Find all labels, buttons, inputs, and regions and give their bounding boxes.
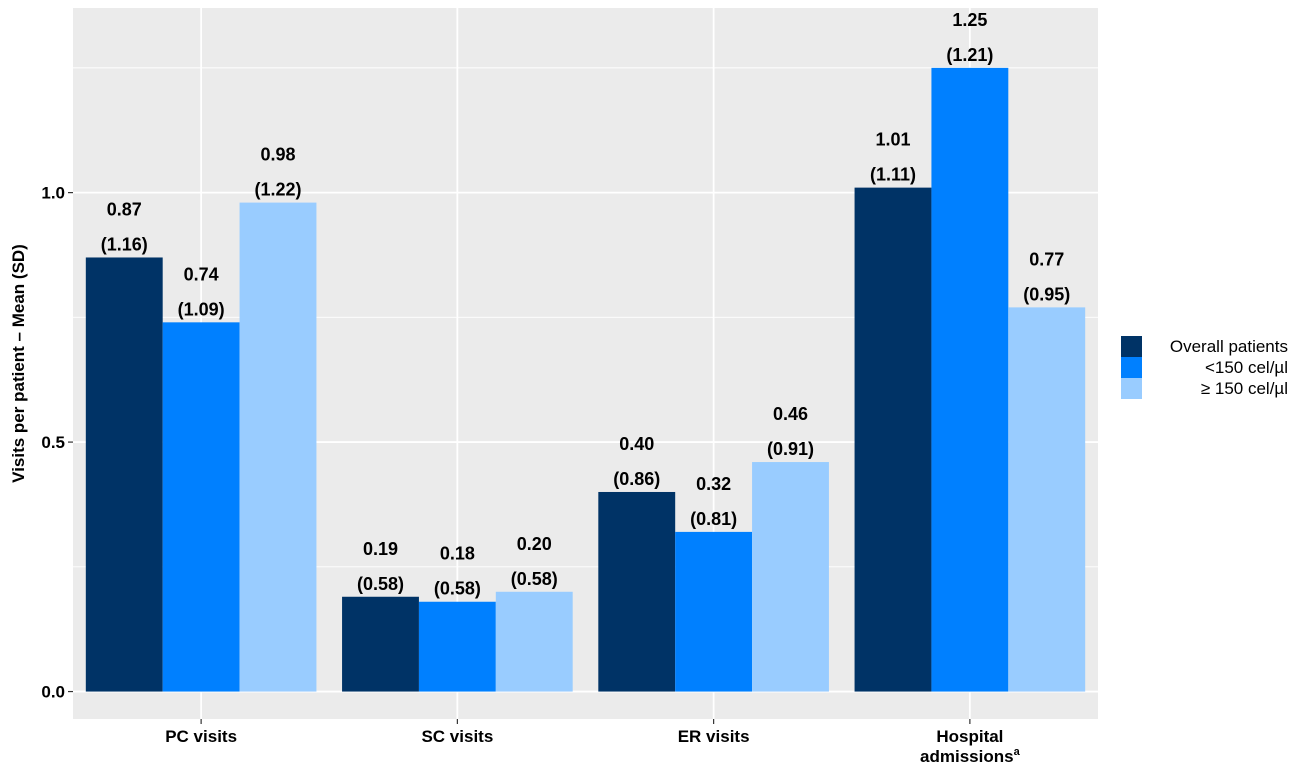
y-axis-title: Visits per patient – Mean (SD) <box>9 244 28 483</box>
data-label-sd: (1.11) <box>870 165 916 185</box>
legend: Overall patients <150 cel/µl ≥ 150 cel/µl <box>1121 336 1288 399</box>
y-tick-label: 0.0 <box>41 683 65 702</box>
data-label-value: 0.46 <box>773 404 808 424</box>
legend-key <box>1121 336 1142 357</box>
data-label-value: 0.20 <box>517 534 552 554</box>
legend-key <box>1121 357 1142 378</box>
data-label-value: 0.32 <box>696 474 731 494</box>
legend-label: Overall patients <box>1170 337 1288 356</box>
x-tick-label: Hospital admissionsa <box>920 727 1021 766</box>
legend-label: ≥ 150 cel/µl <box>1201 379 1288 398</box>
x-tick-label: PC visits <box>165 727 237 746</box>
x-tick-label: ER visits <box>678 727 750 746</box>
bar <box>598 491 676 692</box>
data-label-value: 0.19 <box>363 539 398 559</box>
data-labels: 0.87 (1.16) 0.19 (0.58) 0.40 (0.86) 1.01 (1.11)… <box>101 10 1071 599</box>
data-label-sd: (0.58) <box>511 569 558 589</box>
data-label-value: 0.77 <box>1029 249 1064 269</box>
data-label-value: 0.74 <box>184 264 219 284</box>
data-label-sd: (0.81) <box>690 509 737 529</box>
bar <box>239 202 317 692</box>
data-label-value: 0.40 <box>619 434 654 454</box>
y-axis: 0.0 0.5 1.0 <box>41 184 73 702</box>
data-label-sd: (1.16) <box>101 234 148 254</box>
data-label-sd: (0.58) <box>357 574 404 594</box>
y-tick-label: 1.0 <box>41 184 65 203</box>
bar <box>418 601 496 692</box>
data-label-value: 0.18 <box>440 544 475 564</box>
bar <box>342 596 419 692</box>
bar <box>162 322 240 692</box>
bars <box>85 67 1086 692</box>
data-label-value: 0.87 <box>107 199 142 219</box>
data-label-sd: (1.21) <box>946 45 993 65</box>
y-tick-label: 0.5 <box>41 433 65 452</box>
data-label-value: 1.01 <box>875 130 910 150</box>
bar <box>1008 307 1086 692</box>
legend-key <box>1121 378 1142 399</box>
legend-label: <150 cel/µl <box>1205 358 1288 377</box>
bar <box>675 531 753 692</box>
data-label-value: 0.98 <box>260 145 295 165</box>
bar <box>85 257 163 692</box>
data-label-value: 1.25 <box>952 10 987 30</box>
data-label-sd: (1.22) <box>254 180 301 200</box>
x-tick-label: SC visits <box>421 727 493 746</box>
data-label-sd: (1.09) <box>178 299 225 319</box>
x-axis: PC visits SC visits ER visits Hospital admis… <box>165 719 1021 766</box>
bar <box>931 67 1009 692</box>
bar <box>854 187 932 692</box>
data-label-sd: (0.58) <box>434 579 481 599</box>
data-label-sd: (0.86) <box>613 469 660 489</box>
data-label-sd: (0.95) <box>1023 284 1070 304</box>
data-label-sd: (0.91) <box>767 439 814 459</box>
bar <box>495 591 573 692</box>
bar <box>752 462 829 692</box>
